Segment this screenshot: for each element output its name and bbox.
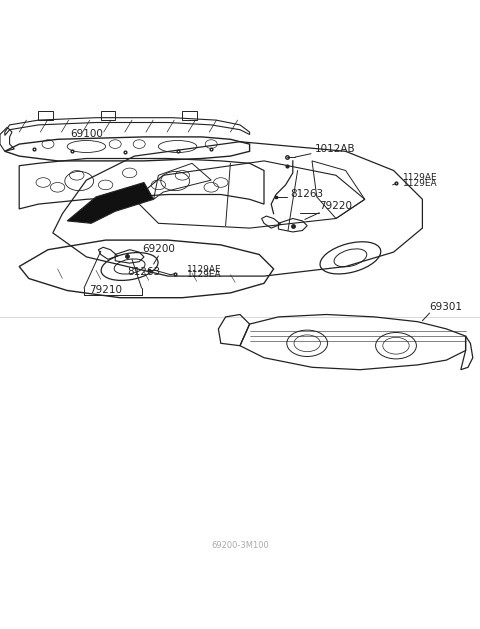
Text: 1129AE: 1129AE — [187, 265, 222, 274]
Polygon shape — [67, 182, 154, 223]
Text: 79220: 79220 — [319, 201, 352, 211]
Text: 69200-3M100: 69200-3M100 — [211, 541, 269, 550]
Text: 69200: 69200 — [142, 245, 175, 255]
Text: 79210: 79210 — [89, 286, 122, 295]
Text: 81263: 81263 — [127, 267, 160, 277]
Text: 1129EA: 1129EA — [187, 270, 222, 279]
Text: 1129AE: 1129AE — [403, 174, 438, 182]
Text: 1129EA: 1129EA — [403, 179, 438, 188]
Text: 81263: 81263 — [290, 189, 324, 199]
Text: 69100: 69100 — [70, 130, 103, 139]
Text: 1012AB: 1012AB — [314, 143, 355, 153]
Text: 69301: 69301 — [430, 302, 463, 312]
